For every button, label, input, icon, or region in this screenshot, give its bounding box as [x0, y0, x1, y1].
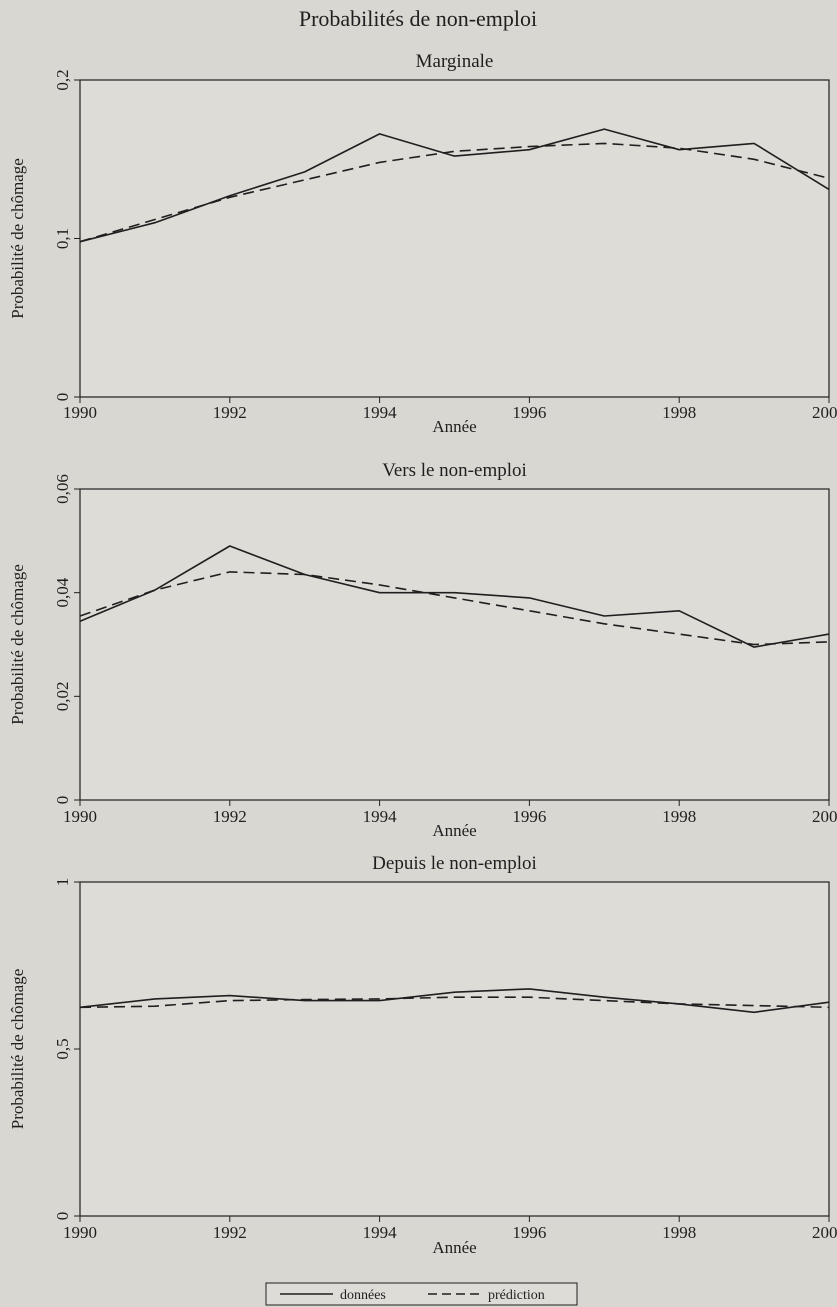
series-line-donnees	[79, 128, 830, 243]
x-axis-label: Année	[432, 821, 476, 840]
y-tick-label: 0,02	[53, 681, 72, 711]
x-tick-label: 1996	[512, 807, 546, 826]
panel-title: Depuis le non-emploi	[372, 853, 537, 874]
y-axis-label: Probabilité de chômage	[8, 969, 27, 1130]
series-line-prediction	[79, 996, 830, 1009]
x-tick-label: 1994	[363, 403, 398, 422]
x-tick-label: 1998	[662, 403, 696, 422]
plot-area	[79, 881, 830, 1217]
series-line-donnees	[79, 988, 830, 1014]
chart-panel-2: Vers le non-emploi 1990 1992 1994 1996 1998 20…	[8, 460, 837, 840]
y-tick-label: 0,5	[53, 1038, 72, 1059]
plot-area	[79, 488, 830, 801]
legend-label: données	[340, 1288, 386, 1303]
y-tick-label: 0	[53, 796, 72, 805]
y-tick-label: 0,2	[53, 69, 72, 90]
x-tick-label: 1992	[213, 807, 247, 826]
panel-title: Vers le non-emploi	[382, 460, 527, 481]
legend-box	[265, 1282, 578, 1306]
x-tick-label: 1992	[213, 1223, 247, 1242]
legend: données prédiction	[265, 1282, 578, 1306]
series-line-prediction	[79, 142, 830, 243]
x-axis-label: Année	[432, 417, 476, 436]
y-tick-label: 0,04	[53, 577, 72, 607]
x-tick-label: 1998	[662, 1223, 696, 1242]
plot-area	[79, 79, 830, 398]
x-tick-label: 1996	[512, 1223, 546, 1242]
y-tick-label: 0,1	[53, 228, 72, 249]
y-tick-label: 0	[53, 393, 72, 402]
series-line-prediction	[79, 571, 830, 646]
chart-panel-3: Depuis le non-emploi 1990 1992 1994 1996 1998…	[8, 853, 837, 1257]
x-tick-label: 1996	[512, 403, 546, 422]
y-tick-label: 0	[53, 1212, 72, 1221]
x-tick-label: 1992	[213, 403, 247, 422]
x-tick-label: 1990	[63, 1223, 97, 1242]
x-tick-label: 1998	[662, 807, 696, 826]
y-axis-label: Probabilité de chômage	[8, 158, 27, 319]
y-tick-label: 1	[53, 878, 72, 887]
legend-label: prédiction	[488, 1288, 545, 1303]
x-tick-label: 1994	[363, 807, 398, 826]
figure-title: Probabilités de non-emploi	[299, 6, 537, 31]
y-axis-label: Probabilité de chômage	[8, 564, 27, 725]
series-line-donnees	[79, 545, 830, 648]
x-tick-label: 1994	[363, 1223, 398, 1242]
panel-title: Marginale	[416, 51, 494, 72]
y-tick-label: 0,06	[53, 474, 72, 504]
x-tick-label: 1990	[63, 807, 97, 826]
x-tick-label: 1990	[63, 403, 97, 422]
x-axis-label: Année	[432, 1238, 476, 1257]
